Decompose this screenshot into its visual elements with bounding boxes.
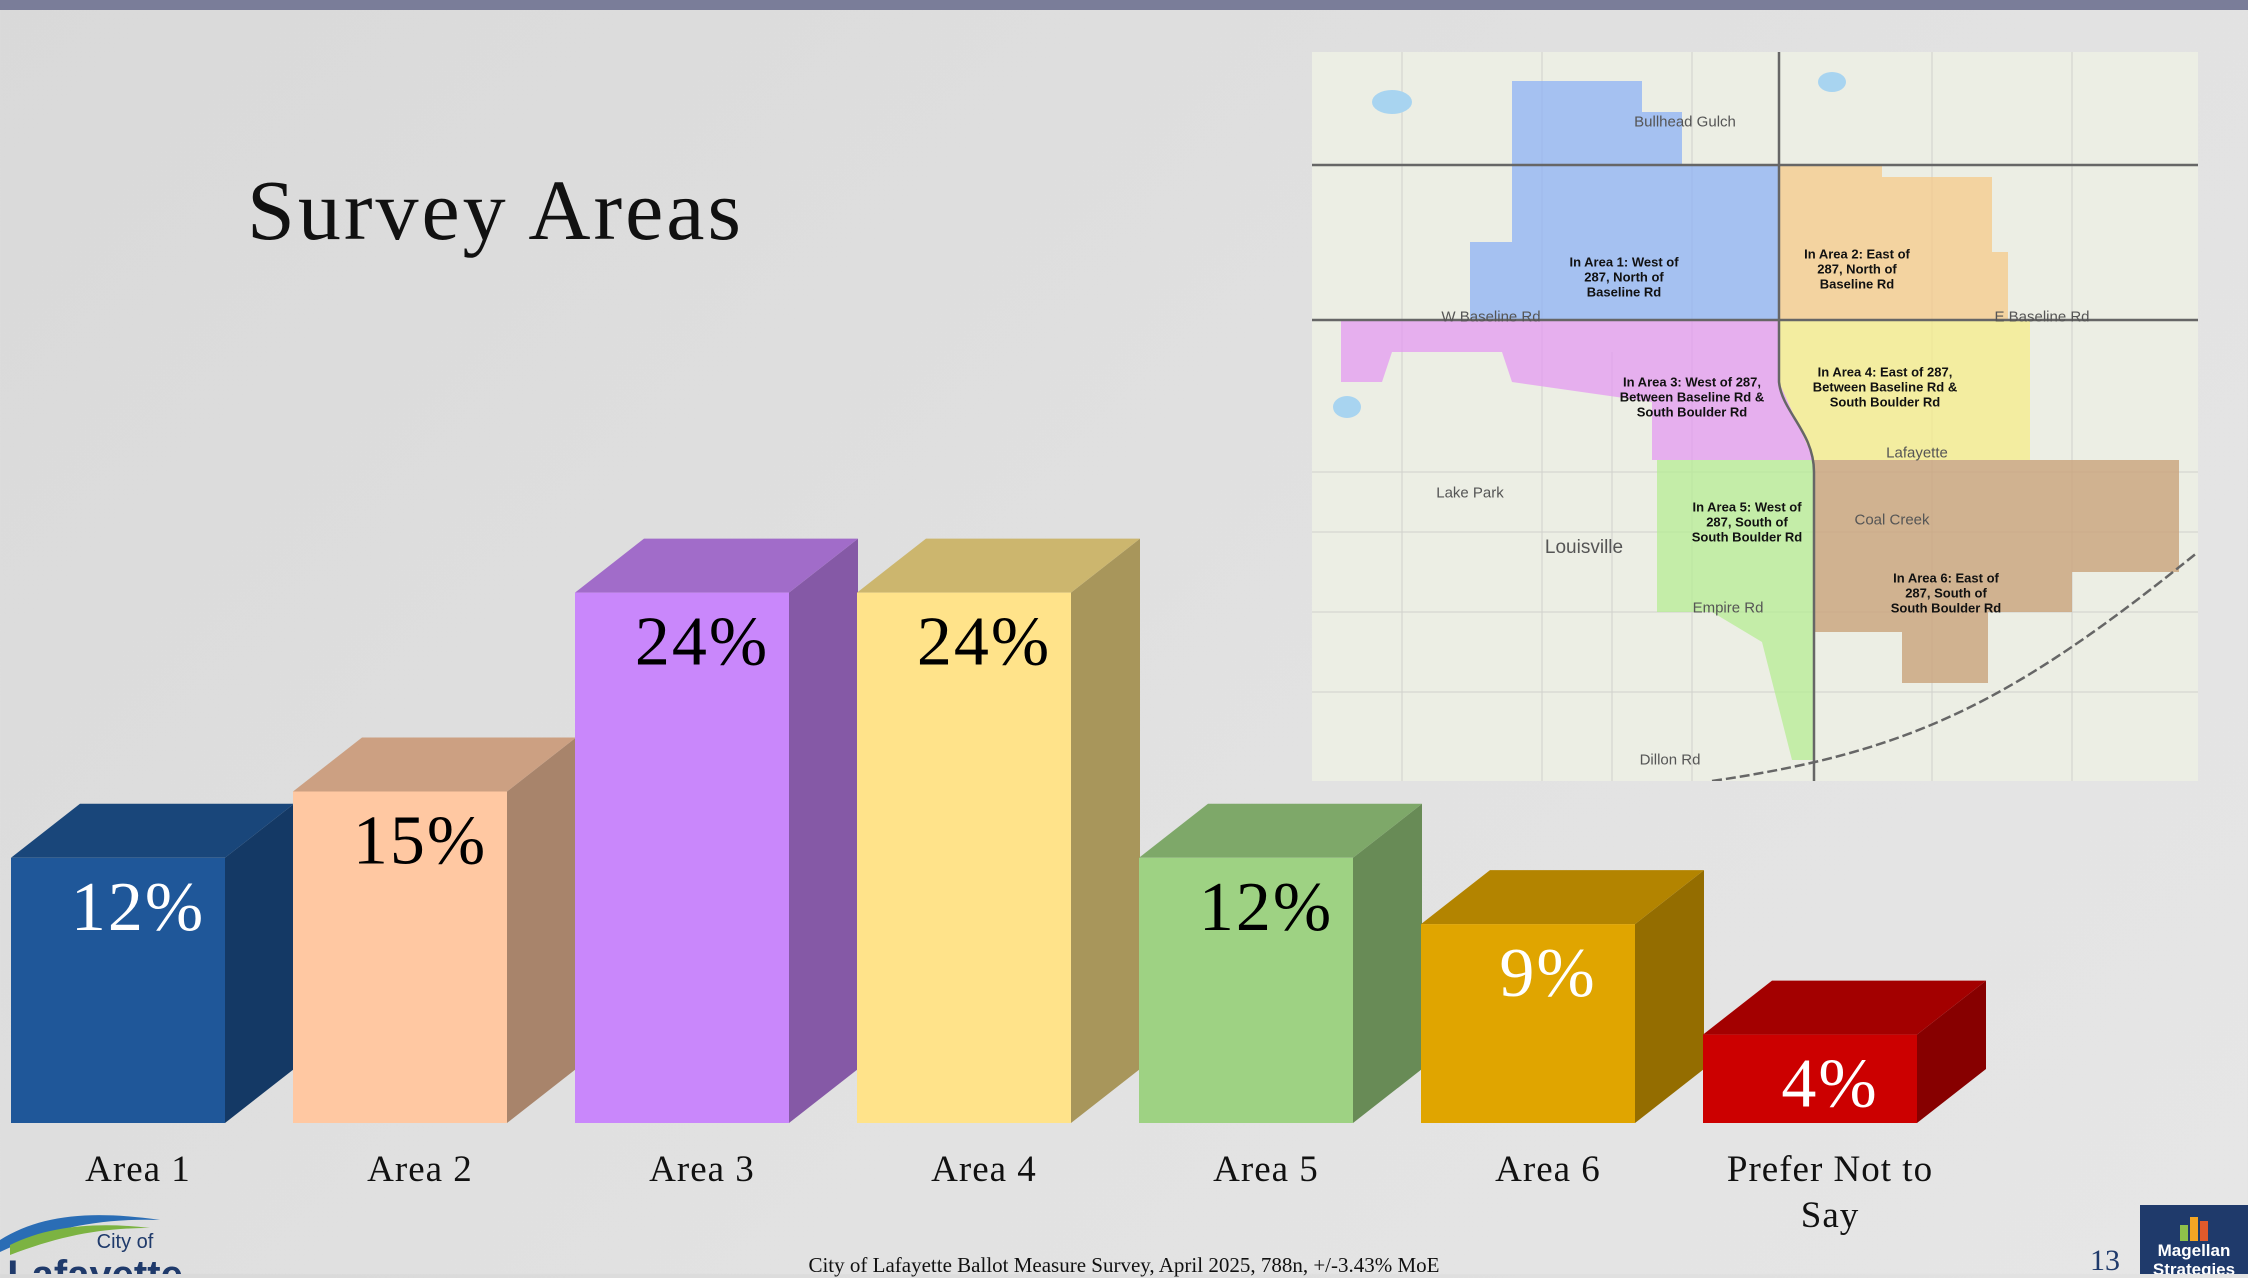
bar-top	[1421, 870, 1704, 925]
area-label: In Area 2: East of 287, North of Baselin…	[1804, 246, 1910, 292]
area-label: In Area 3: West of 287, Between Baseline…	[1619, 374, 1765, 420]
top-bar	[0, 0, 2248, 10]
bar-front	[11, 857, 225, 1123]
city-logo-graphic: City of Lafayette	[0, 1215, 183, 1274]
value-label: 12%	[71, 869, 205, 946]
place-label: Lake Park	[1436, 484, 1504, 502]
bar	[1421, 870, 1704, 1123]
x-tick-label: Area 4	[931, 1149, 1037, 1190]
bar-top	[857, 538, 1140, 593]
value-label: 24%	[635, 604, 769, 681]
x-tick-label: Area 3	[649, 1149, 755, 1190]
bar-top	[11, 803, 294, 858]
value-label: 9%	[1499, 935, 1596, 1012]
area-1-region	[1470, 81, 1779, 320]
bar-side	[1917, 980, 1986, 1123]
slide-title: Survey Areas	[247, 162, 744, 258]
place-label: Empire Rd	[1692, 599, 1764, 617]
logo-icon	[2180, 1217, 2208, 1241]
bar-side	[1071, 538, 1140, 1123]
bar-front	[1421, 924, 1635, 1123]
lake	[1333, 396, 1361, 418]
bar-side	[789, 538, 858, 1123]
place-label: Louisville	[1544, 537, 1624, 558]
bar-side	[1635, 870, 1704, 1123]
place-label: Lafayette	[1886, 444, 1948, 462]
value-label: 4%	[1781, 1046, 1878, 1123]
area-4-region	[1779, 320, 2030, 460]
value-label: 15%	[353, 803, 487, 880]
bar-side	[225, 803, 294, 1123]
place-label: Bullhead Gulch	[1634, 113, 1736, 131]
area-label: In Area 5: West of 287, South of South B…	[1691, 499, 1803, 545]
city-logo: City of Lafayette	[0, 1200, 200, 1274]
x-tick-label: Area 2	[367, 1149, 473, 1190]
bar-top	[1139, 803, 1422, 858]
bar-top	[575, 538, 858, 593]
page-number: 13	[2090, 1244, 2120, 1277]
bar-side	[1353, 803, 1422, 1123]
place-label: Dillon Rd	[1639, 751, 1701, 769]
bar-front	[293, 791, 507, 1123]
bar-front	[857, 592, 1071, 1123]
lake	[1372, 90, 1412, 114]
sponsor-logo: Magellan Strategies	[2140, 1205, 2248, 1274]
bar	[857, 538, 1140, 1123]
area-6-region	[1814, 460, 2179, 683]
bar	[1703, 980, 1986, 1123]
bar	[11, 803, 294, 1123]
x-tick-label: Prefer Not to Say	[1726, 1149, 1934, 1236]
bar	[575, 538, 858, 1123]
x-tick-label: Area 6	[1495, 1149, 1601, 1190]
city-logo-bottom: Lafayette	[7, 1253, 183, 1274]
highways	[1312, 52, 2198, 781]
city-logo-top: City of	[97, 1231, 154, 1253]
place-label: E Baseline Rd	[1994, 308, 2090, 326]
area-5-region	[1657, 460, 1814, 760]
x-tick-label: Area 5	[1213, 1149, 1319, 1190]
place-label: Coal Creek	[1854, 511, 1930, 529]
place-label: W Baseline Rd	[1441, 308, 1541, 326]
bar-front	[575, 592, 789, 1123]
area-3-region	[1341, 320, 1814, 460]
bar-front	[1703, 1034, 1917, 1123]
source-note: City of Lafayette Ballot Measure Survey,…	[808, 1253, 1440, 1277]
bar-top	[293, 737, 576, 792]
bar-front	[1139, 857, 1353, 1123]
sponsor-name: Magellan Strategies	[2152, 1241, 2236, 1274]
area-label: In Area 1: West of 287, North of Baselin…	[1569, 254, 1679, 300]
area-label: In Area 4: East of 287, Between Baseline…	[1812, 364, 1958, 410]
map-graphic	[1312, 52, 2198, 781]
lake	[1818, 72, 1846, 92]
area-2-region	[1779, 165, 2008, 320]
bar	[1139, 803, 1422, 1123]
bar-top	[1703, 980, 1986, 1035]
area-map: In Area 1: West of 287, North of Baselin…	[1312, 52, 2198, 781]
area-label: In Area 6: East of 287, South of South B…	[1890, 570, 2002, 616]
bar	[293, 737, 576, 1123]
x-tick-label: Area 1	[85, 1149, 191, 1190]
value-label: 12%	[1199, 869, 1333, 946]
value-label: 24%	[917, 604, 1051, 681]
bar-side	[507, 737, 576, 1123]
